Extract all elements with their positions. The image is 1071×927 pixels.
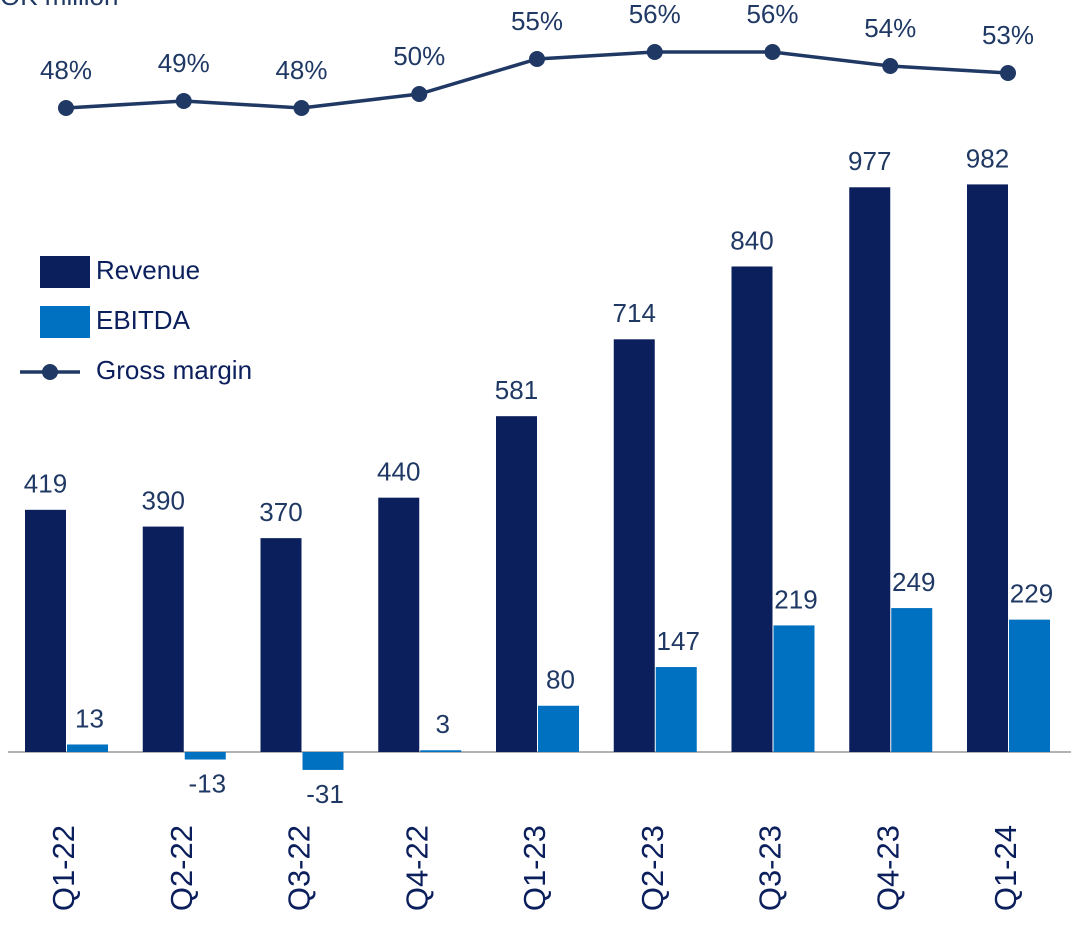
data-label: -31 (306, 779, 344, 809)
bar (260, 538, 302, 752)
bar (731, 266, 773, 752)
bar (538, 705, 579, 752)
line-point (1000, 65, 1016, 81)
legend-label: Revenue (96, 255, 200, 285)
data-label: 54% (864, 13, 916, 43)
x-tick-label: Q1-24 (988, 825, 1023, 911)
bar (967, 184, 1008, 753)
bar (142, 526, 184, 752)
bar (891, 608, 933, 752)
data-label: 50% (393, 41, 445, 71)
line-point (293, 100, 310, 116)
bar (655, 667, 697, 752)
x-tick-label: Q3-22 (282, 825, 317, 911)
legend-label: EBITDA (96, 305, 191, 335)
data-label: 440 (377, 457, 420, 487)
line-point (58, 100, 74, 116)
bar (1009, 619, 1050, 752)
bar (184, 752, 226, 760)
data-label: 581 (495, 375, 538, 405)
data-label: 229 (1010, 579, 1053, 609)
data-label: 53% (982, 20, 1034, 50)
bar (378, 497, 420, 752)
line-point (175, 93, 192, 109)
chart-title: OK million (0, 0, 118, 11)
bar (67, 744, 108, 752)
data-label: 48% (40, 55, 92, 85)
data-label: 219 (774, 584, 817, 614)
legend-swatch (40, 306, 90, 338)
data-label: 56% (746, 0, 798, 29)
data-label: 49% (158, 48, 210, 78)
data-label: 982 (966, 143, 1009, 173)
data-label: 714 (613, 298, 656, 328)
data-label: 249 (892, 567, 935, 597)
data-label: 370 (259, 497, 302, 527)
line-point (882, 58, 899, 74)
bar (302, 752, 344, 770)
data-label: 80 (546, 665, 575, 695)
line-point (411, 86, 428, 102)
data-label: 147 (657, 626, 700, 656)
x-tick-label: Q1-22 (46, 825, 81, 911)
legend-swatch (40, 256, 90, 288)
x-tick-label: Q4-22 (399, 825, 434, 911)
data-label: 977 (848, 146, 891, 176)
line-point (646, 44, 663, 60)
bar (613, 339, 655, 752)
data-label: 419 (24, 469, 67, 499)
bar (25, 509, 66, 752)
line-point (764, 44, 781, 60)
data-label: 390 (142, 485, 185, 515)
bar (849, 187, 891, 752)
x-tick-label: Q3-23 (753, 825, 788, 911)
bar (496, 416, 537, 752)
legend-marker (42, 364, 58, 380)
data-label: 840 (730, 225, 773, 255)
x-tick-label: Q1-23 (517, 825, 552, 911)
data-label: 48% (275, 55, 327, 85)
legend-label: Gross margin (96, 355, 252, 385)
bar (773, 625, 815, 752)
line-point (529, 51, 545, 67)
x-tick-label: Q4-23 (870, 825, 905, 911)
bar (420, 750, 462, 752)
data-label: 13 (75, 703, 104, 733)
data-label: 3 (436, 709, 450, 739)
data-label: -13 (188, 768, 226, 798)
data-label: 56% (629, 0, 681, 29)
x-tick-label: Q2-22 (164, 825, 199, 911)
data-label: 55% (511, 6, 563, 36)
x-tick-label: Q2-23 (635, 825, 670, 911)
